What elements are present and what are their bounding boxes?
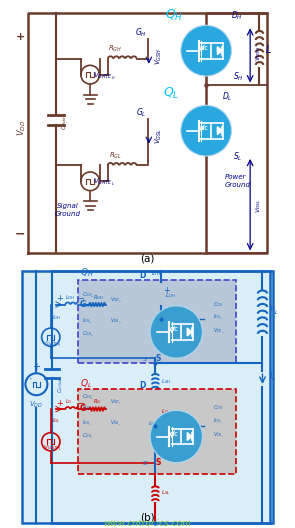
Text: (a): (a): [140, 254, 155, 264]
Text: $I_{GD_H}$: $I_{GD_H}$: [82, 301, 93, 310]
Text: SiC: SiC: [170, 432, 178, 437]
Text: $R_{GH}$: $R_{GH}$: [93, 293, 104, 301]
Text: $Q_H$: $Q_H$: [165, 8, 183, 23]
Circle shape: [181, 105, 232, 156]
Text: $V_{GD_L}$: $V_{GD_L}$: [110, 398, 122, 408]
Text: $C_{GD_H}$: $C_{GD_H}$: [82, 291, 95, 300]
Text: G: G: [80, 299, 86, 309]
Text: $I_{GS_H}$: $I_{GS_H}$: [82, 317, 92, 326]
Text: $C_{dclink}$: $C_{dclink}$: [56, 375, 65, 393]
Text: $V_{DS_L}$: $V_{DS_L}$: [213, 430, 224, 440]
Text: $V_{GATE_H}$: $V_{GATE_H}$: [42, 339, 62, 348]
Text: www.cntronics.com: www.cntronics.com: [104, 519, 191, 528]
Text: $C_{DS}$: $C_{DS}$: [213, 403, 223, 412]
Text: −: −: [77, 399, 84, 408]
Text: $G_L$: $G_L$: [135, 107, 146, 119]
Text: D: D: [140, 381, 146, 390]
Text: $C_{GD_L}$: $C_{GD_L}$: [82, 393, 94, 402]
Text: $D_H$: $D_H$: [231, 10, 243, 22]
Circle shape: [150, 306, 202, 358]
Text: S: S: [155, 354, 161, 363]
Text: SiC: SiC: [200, 126, 208, 131]
Text: Ground: Ground: [55, 211, 81, 217]
Text: $R_G$: $R_G$: [93, 398, 101, 406]
Text: $L_{G_L}$: $L_{G_L}$: [160, 407, 170, 417]
Text: $L_{SH}$: $L_{SH}$: [160, 377, 171, 386]
Text: $C_{dclink}$: $C_{dclink}$: [60, 110, 69, 130]
Text: $V_{DD}$: $V_{DD}$: [29, 400, 43, 410]
Text: $V_{GSL}$: $V_{GSL}$: [153, 128, 163, 144]
Text: −: −: [77, 295, 84, 304]
Text: +: +: [56, 399, 63, 408]
Polygon shape: [217, 46, 222, 55]
Polygon shape: [217, 127, 222, 135]
Circle shape: [150, 410, 202, 463]
Text: $C_{GS_H}$: $C_{GS_H}$: [82, 330, 94, 340]
Text: $I_{DS_L}$: $I_{DS_L}$: [213, 416, 222, 426]
Polygon shape: [187, 328, 192, 336]
Text: $L$: $L$: [266, 43, 272, 55]
Text: Power: Power: [225, 174, 246, 180]
Text: $V_{GSH}$: $V_{GSH}$: [153, 48, 163, 64]
Text: S: S: [155, 458, 161, 467]
Text: $G_H$: $G_H$: [135, 27, 147, 40]
Text: $L_{GL}$: $L_{GL}$: [160, 438, 171, 447]
Text: $I_{GL}$: $I_{GL}$: [52, 416, 61, 425]
Text: $V_{GS_H}$: $V_{GS_H}$: [110, 317, 122, 326]
Text: +: +: [160, 423, 166, 430]
Text: $V_{GATE_H}$: $V_{GATE_H}$: [93, 70, 115, 81]
Text: $R_{GH}$: $R_{GH}$: [108, 44, 123, 54]
Text: $V_{GS_L}$: $V_{GS_L}$: [110, 419, 121, 428]
Text: $I_L$: $I_L$: [269, 370, 276, 382]
Text: S': S': [142, 461, 148, 466]
Text: $I_+$: $I_+$: [27, 374, 35, 383]
Text: $I_{GD_L}$: $I_{GD_L}$: [82, 403, 92, 412]
Text: $V_{DD}$: $V_{DD}$: [16, 120, 28, 136]
Polygon shape: [187, 432, 192, 440]
Text: $V_{DSL}$: $V_{DSL}$: [254, 198, 263, 213]
Text: D: D: [140, 271, 146, 280]
Text: $D_L$: $D_L$: [222, 91, 233, 103]
Text: $L_G$: $L_G$: [65, 398, 73, 406]
Text: $S_H$: $S_H$: [233, 71, 244, 83]
Text: −: −: [15, 228, 25, 240]
Text: SiC: SiC: [200, 46, 208, 51]
Text: $L_{DH}$: $L_{DH}$: [165, 291, 176, 299]
Text: Signal: Signal: [57, 203, 78, 209]
Text: $I_{GH}$: $I_{GH}$: [52, 313, 62, 322]
Text: $V_{DS_H}$: $V_{DS_H}$: [213, 326, 225, 335]
Text: $V_{GD_H}$: $V_{GD_H}$: [110, 296, 122, 306]
Text: $C_{GS_L}$: $C_{GS_L}$: [82, 432, 94, 441]
Circle shape: [181, 25, 232, 76]
Text: +: +: [32, 362, 40, 372]
Bar: [78, 280, 236, 363]
Text: $V_{DSH}$: $V_{DSH}$: [254, 45, 263, 61]
Text: $Q_L$: $Q_L$: [80, 378, 92, 390]
Text: $I_{DH}$: $I_{DH}$: [151, 269, 162, 278]
Text: SiC: SiC: [170, 327, 178, 333]
Text: $S_L$: $S_L$: [233, 151, 242, 164]
Bar: [78, 390, 236, 475]
Text: +: +: [56, 295, 63, 304]
Text: $R_{GL}$: $R_{GL}$: [109, 151, 122, 161]
Text: $R_L$: $R_L$: [269, 305, 279, 317]
Text: $I_{GL}$: $I_{GL}$: [148, 420, 156, 428]
Text: +: +: [163, 286, 170, 295]
Text: S': S': [142, 357, 148, 362]
Text: +: +: [15, 32, 25, 42]
Text: $C_{DS}$: $C_{DS}$: [213, 300, 223, 309]
Text: $Q_H$: $Q_H$: [80, 267, 93, 279]
Text: G: G: [80, 404, 86, 413]
Text: $I_{GS_L}$: $I_{GS_L}$: [82, 419, 91, 428]
Text: Ground: Ground: [225, 182, 251, 187]
Text: $V_{GATE_L}$: $V_{GATE_L}$: [93, 177, 114, 188]
Text: $Q_L$: $Q_L$: [163, 86, 180, 101]
Text: (b): (b): [140, 513, 155, 523]
Text: $L_{GH}$: $L_{GH}$: [65, 293, 76, 301]
Text: $V_{GATE_L}$: $V_{GATE_L}$: [43, 444, 61, 453]
Text: $I_{DS_H}$: $I_{DS_H}$: [213, 313, 223, 323]
Text: $L_{SL}$: $L_{SL}$: [160, 488, 170, 497]
